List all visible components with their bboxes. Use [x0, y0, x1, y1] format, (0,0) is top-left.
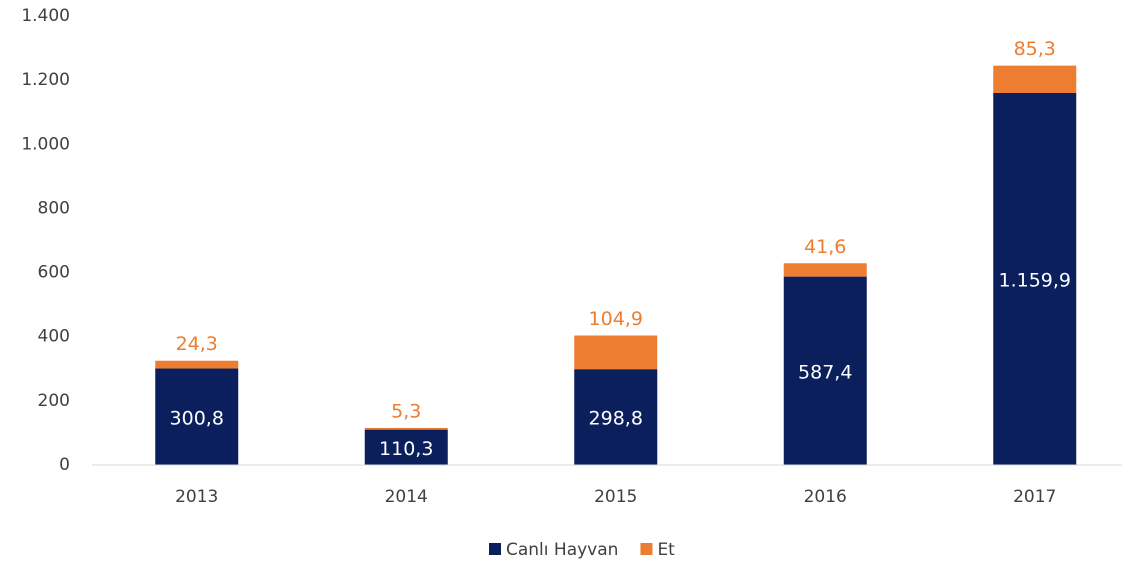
bar-segment [155, 368, 239, 465]
x-tick-label: 2017 [1013, 487, 1056, 507]
bar-segment [993, 93, 1077, 465]
data-label: 110,3 [379, 438, 433, 460]
bar-segment [574, 335, 658, 370]
y-tick-label: 200 [38, 391, 70, 411]
y-tick-label: 1.200 [21, 70, 70, 90]
bar-segment [783, 263, 867, 277]
data-label: 587,4 [798, 361, 852, 383]
bar-segment [155, 360, 239, 369]
y-tick-label: 1.000 [21, 134, 70, 154]
y-tick-label: 0 [59, 455, 70, 475]
y-tick-label: 600 [38, 263, 70, 283]
x-tick-label: 2014 [385, 487, 428, 507]
y-tick-label: 800 [38, 198, 70, 218]
y-tick-label: 1.400 [21, 6, 70, 26]
bar-segment [574, 369, 658, 465]
legend-swatch [489, 543, 501, 555]
y-tick-label: 400 [38, 327, 70, 347]
legend-swatch [640, 543, 653, 555]
data-label: 104,9 [589, 308, 643, 330]
bar-segment [993, 65, 1077, 94]
bar-segment [364, 429, 448, 465]
legend-label: Et [657, 540, 675, 560]
bar-segment [783, 276, 867, 465]
data-label: 85,3 [1014, 38, 1056, 60]
legend-label: Canlı Hayvan [506, 540, 618, 560]
x-tick-label: 2016 [804, 487, 847, 507]
x-tick-label: 2013 [175, 487, 218, 507]
data-label: 300,8 [170, 407, 224, 429]
data-label: 5,3 [391, 400, 421, 422]
data-label: 1.159,9 [998, 270, 1071, 292]
bar-segment [364, 427, 448, 430]
data-label: 24,3 [176, 333, 218, 355]
x-tick-label: 2015 [594, 487, 637, 507]
data-label: 298,8 [589, 408, 643, 430]
data-label: 41,6 [804, 236, 846, 258]
